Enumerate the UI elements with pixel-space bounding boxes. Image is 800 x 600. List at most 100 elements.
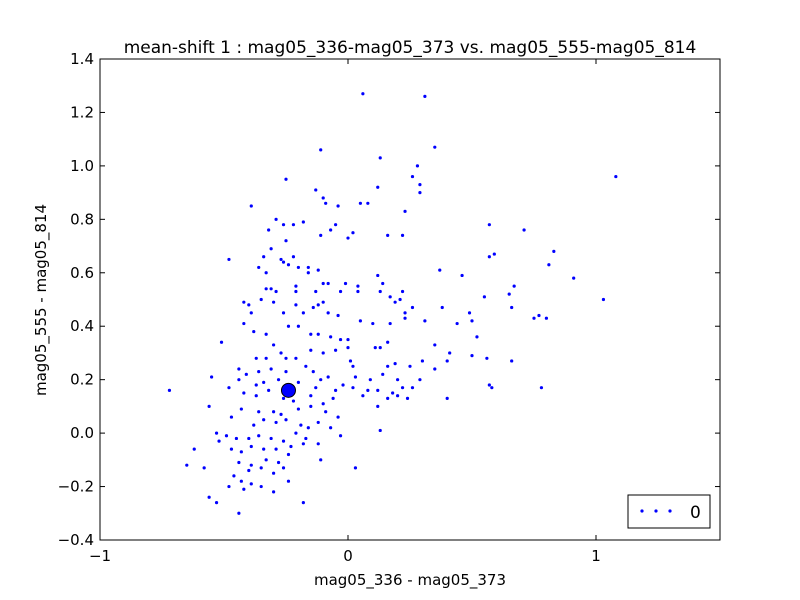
data-point [358,201,362,205]
data-point [336,313,340,318]
data-point [296,407,300,411]
data-point [544,316,549,320]
data-point [386,364,390,368]
data-point [321,351,325,355]
data-point [376,404,380,408]
data-point [259,466,263,470]
data-point [420,359,424,363]
data-point [381,281,385,286]
data-point [272,300,276,304]
data-point [309,332,313,336]
data-point [301,442,305,446]
data-point [262,255,266,259]
data-point [467,311,472,315]
data-point [254,356,258,360]
data-point [487,223,491,227]
legend-marker-dot [640,509,644,513]
data-point [386,233,390,237]
data-point [386,396,390,400]
x-tick-label: −1 [89,547,111,565]
data-point [267,228,271,232]
data-point [269,436,273,441]
data-point [539,386,544,390]
data-point [254,394,258,398]
data-point [249,463,253,467]
data-point [239,407,243,411]
data-point [274,289,278,294]
legend: 0 [627,494,711,529]
data-point [286,452,291,457]
data-point [247,303,251,307]
data-point [403,209,407,213]
data-point [405,396,410,400]
legend-marker-dot [668,509,672,513]
data-point [391,391,395,395]
data-point [445,396,449,400]
data-point [455,321,459,326]
y-axis-label: mag05_555 - mag05_814 [32,204,51,396]
data-point [284,356,288,360]
data-point [485,356,489,360]
data-point [418,378,422,382]
data-point [381,372,385,376]
data-point [249,311,253,315]
data-point [314,289,318,294]
data-point [433,145,437,149]
data-point [334,348,338,352]
data-point [319,233,323,237]
data-point [257,265,261,270]
data-point [346,346,350,350]
data-point [296,380,300,384]
data-point [262,447,266,451]
data-point [281,260,286,264]
data-point [249,204,253,208]
data-point [408,364,412,368]
data-point [202,466,206,470]
data-point [281,223,286,227]
y-tick-label: 1.2 [70,103,94,121]
data-point [207,495,211,499]
data-point [281,396,286,400]
y-tick-label: 1.4 [70,50,94,68]
data-point [237,460,241,465]
data-point [301,311,305,315]
data-point [492,252,496,256]
data-point [306,426,310,430]
data-point [279,351,283,355]
data-point [296,265,300,270]
data-point [281,311,286,315]
data-point [269,287,273,291]
x-axis-label: mag05_336 - mag05_373 [314,571,506,590]
data-point [272,471,276,475]
data-point [309,394,313,398]
data-point [400,386,405,390]
y-tick-label: 0.4 [70,317,94,335]
data-point [232,474,236,478]
data-point [264,356,268,360]
data-point [512,284,516,288]
data-point [286,263,291,267]
data-point [388,321,392,326]
data-point [316,268,320,272]
y-tick-label: 0.2 [70,371,94,389]
data-point [247,436,251,441]
data-point [482,295,486,299]
data-point [272,343,276,347]
data-point [386,340,390,344]
data-point [393,362,397,366]
data-point [269,367,273,371]
data-point [376,388,380,392]
data-point [264,287,268,291]
data-point [281,466,286,470]
data-point [304,364,308,368]
data-points [167,92,618,515]
data-point [237,378,241,382]
data-point [368,378,372,382]
data-point [279,412,283,417]
data-point [286,324,291,328]
data-point [319,378,323,382]
data-point [224,434,229,438]
data-point [324,201,328,205]
data-point [319,148,323,152]
